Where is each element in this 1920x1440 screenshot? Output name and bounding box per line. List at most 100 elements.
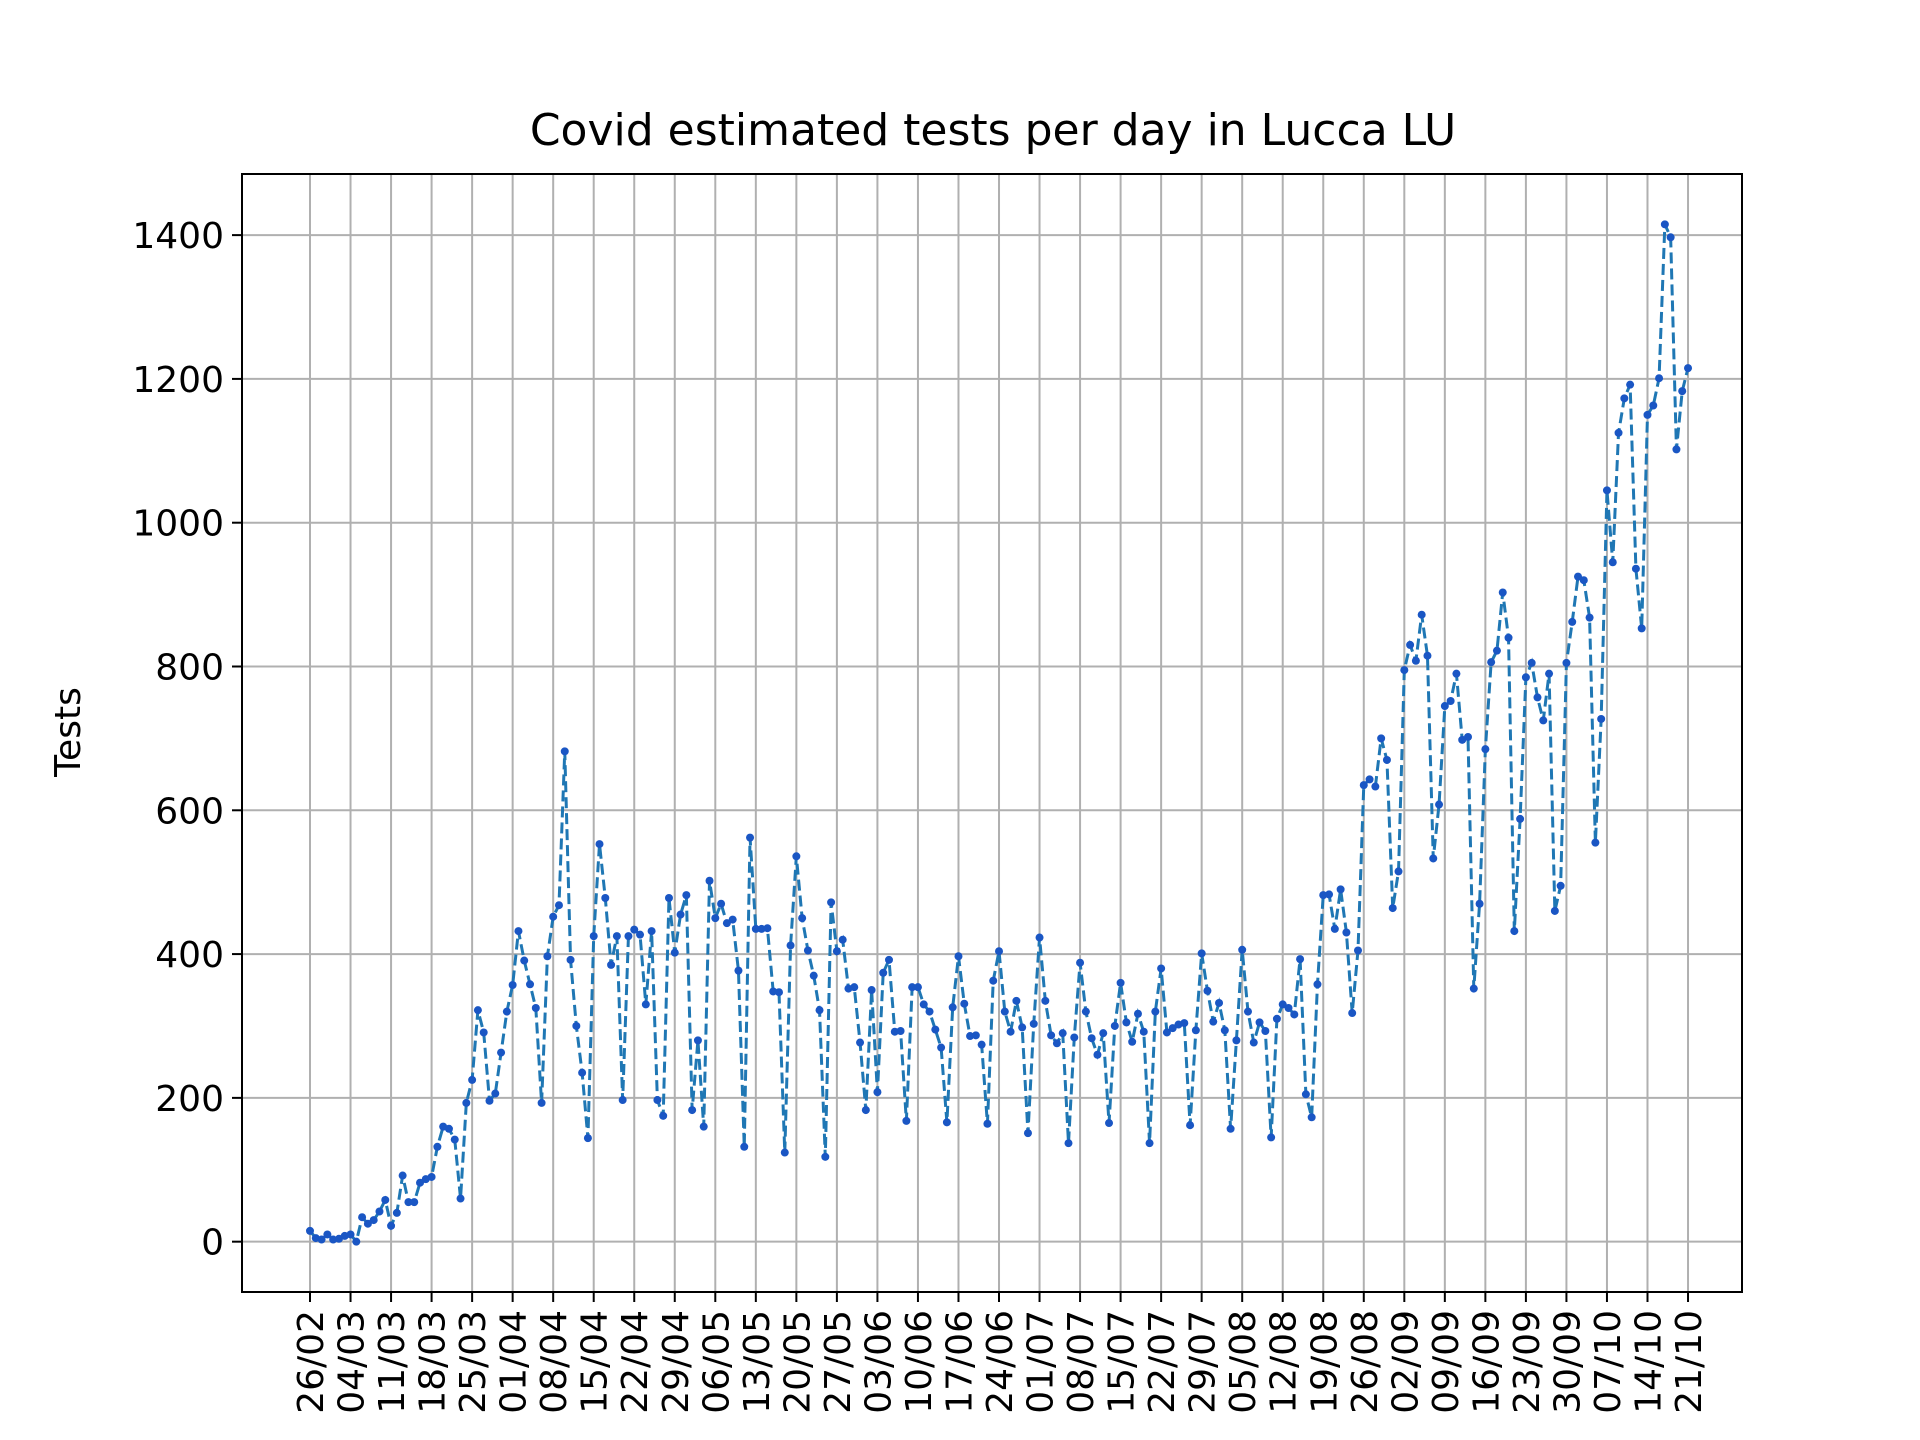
- data-point: [1243, 1007, 1252, 1016]
- data-point: [803, 946, 812, 955]
- data-point: [867, 986, 876, 995]
- x-tick-label: 07/10: [1588, 1310, 1629, 1414]
- data-point: [549, 912, 558, 921]
- data-point: [1527, 658, 1536, 667]
- y-tick-label: 200: [155, 1079, 224, 1120]
- data-point: [1429, 854, 1438, 863]
- data-point: [1232, 1036, 1241, 1045]
- data-point: [1168, 1024, 1177, 1033]
- data-point: [896, 1027, 905, 1036]
- data-point: [1023, 1129, 1032, 1138]
- data-point: [890, 1027, 899, 1036]
- data-point: [809, 971, 818, 980]
- data-point: [815, 1006, 824, 1015]
- data-point: [554, 901, 563, 910]
- data-point: [497, 1048, 506, 1057]
- x-tick-label: 11/03: [372, 1310, 413, 1414]
- x-tick-label: 03/06: [858, 1310, 899, 1414]
- data-point: [607, 960, 616, 969]
- data-point: [1290, 1010, 1299, 1019]
- data-point: [1411, 656, 1420, 665]
- data-point: [1585, 613, 1594, 622]
- data-point: [491, 1089, 500, 1098]
- data-point: [369, 1216, 378, 1225]
- data-point: [329, 1235, 338, 1244]
- data-point: [1035, 933, 1044, 942]
- data-point: [1296, 955, 1305, 964]
- data-point: [1550, 906, 1559, 915]
- data-point: [1487, 658, 1496, 667]
- data-point: [873, 1088, 882, 1097]
- data-point: [1319, 891, 1328, 900]
- x-tick-label: 10/06: [899, 1310, 940, 1414]
- data-point: [722, 919, 731, 928]
- x-tick-label: 08/04: [534, 1310, 575, 1414]
- data-point: [763, 924, 772, 933]
- data-point: [1423, 651, 1432, 660]
- data-point: [966, 1032, 975, 1041]
- data-point: [942, 1118, 951, 1127]
- data-point: [1435, 800, 1444, 809]
- data-point: [971, 1031, 980, 1040]
- data-point: [902, 1116, 911, 1125]
- series-line: [308, 223, 1690, 1245]
- x-tick-label: 19/08: [1304, 1310, 1345, 1414]
- data-point: [1278, 1000, 1287, 1009]
- x-tick-label: 21/10: [1669, 1310, 1710, 1414]
- data-point: [306, 1226, 314, 1235]
- data-point: [1545, 669, 1554, 678]
- data-point: [1608, 558, 1617, 567]
- data-point: [861, 1106, 870, 1115]
- data-point: [693, 1036, 702, 1045]
- data-point: [1377, 734, 1386, 743]
- data-point: [1145, 1139, 1154, 1148]
- x-tick-label: 09/09: [1426, 1310, 1467, 1414]
- data-point: [1406, 640, 1415, 649]
- data-point: [711, 914, 720, 923]
- data-point: [1128, 1037, 1137, 1046]
- data-point: [1226, 1124, 1235, 1133]
- data-point: [838, 935, 847, 944]
- data-point: [1602, 486, 1611, 495]
- data-point: [977, 1040, 986, 1049]
- y-axis: 0 200 400 600 800 1000 1200 1400: [132, 216, 242, 1264]
- data-point: [1539, 716, 1548, 725]
- data-point: [444, 1124, 453, 1133]
- data-point: [1191, 1026, 1200, 1035]
- y-tick-label: 800: [155, 647, 224, 688]
- data-point: [1116, 978, 1125, 987]
- data-point: [450, 1135, 459, 1144]
- x-tick-label: 20/05: [777, 1310, 818, 1414]
- data-point: [1382, 755, 1391, 764]
- data-point: [769, 987, 778, 996]
- data-point: [1122, 1018, 1131, 1027]
- data-point: [375, 1207, 384, 1216]
- data-point: [1261, 1027, 1270, 1036]
- x-tick-label: 25/03: [453, 1310, 494, 1414]
- data-point: [479, 1028, 488, 1037]
- data-point: [404, 1198, 413, 1207]
- data-point: [427, 1172, 436, 1181]
- data-point: [1209, 1017, 1218, 1026]
- data-point: [537, 1098, 546, 1107]
- data-point: [1492, 646, 1501, 655]
- data-point: [954, 952, 963, 961]
- y-tick-label: 400: [155, 935, 224, 976]
- data-point: [1186, 1121, 1195, 1130]
- x-tick-label: 23/09: [1507, 1310, 1548, 1414]
- data-point: [827, 898, 836, 907]
- data-point: [1307, 1113, 1316, 1122]
- data-point: [1197, 949, 1206, 958]
- y-tick-label: 600: [155, 791, 224, 832]
- x-tick-label: 05/08: [1223, 1310, 1264, 1414]
- data-point: [520, 956, 529, 965]
- x-tick-label: 08/07: [1061, 1310, 1102, 1414]
- data-point: [1348, 1009, 1357, 1018]
- x-tick-label: 01/07: [1021, 1310, 1062, 1414]
- x-tick-label: 14/10: [1628, 1310, 1669, 1414]
- x-axis: 26/02 04/03 11/03 18/03 25/03 01/04 08/04 15/04…: [291, 1292, 1710, 1414]
- x-tick-label: 22/04: [615, 1310, 656, 1414]
- data-point: [398, 1171, 407, 1180]
- data-point: [995, 947, 1004, 956]
